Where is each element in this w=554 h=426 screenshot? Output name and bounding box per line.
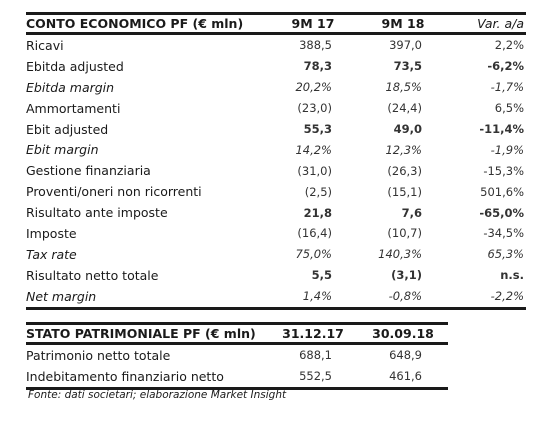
row-label: Proventi/oneri non ricorrenti bbox=[26, 184, 202, 200]
cell-value: 397,0 bbox=[389, 38, 422, 53]
cell-value: 78,3 bbox=[303, 59, 332, 74]
cell-value: 388,5 bbox=[299, 38, 332, 53]
table-row: Proventi/oneri non ricorrenti (2,5) (15,1)… bbox=[26, 181, 526, 202]
cell-value: (31,0) bbox=[297, 163, 332, 178]
row-label: Ebit adjusted bbox=[26, 121, 109, 137]
cell-value: 73,5 bbox=[393, 59, 422, 74]
row-label: Patrimonio netto totale bbox=[26, 347, 171, 363]
table-row: Ricavi 388,5 397,0 2,2% bbox=[26, 34, 526, 56]
source-note: Fonte: dati societari; elaborazione Mark… bbox=[28, 389, 287, 401]
table-row: Tax rate 75,0% 140,3% 65,3% bbox=[26, 244, 526, 265]
row-label: Risultato ante imposte bbox=[26, 205, 168, 221]
cell-value: (23,0) bbox=[297, 101, 332, 116]
cell-value: (26,3) bbox=[387, 163, 422, 178]
row-label: Ebit margin bbox=[26, 142, 99, 158]
row-label: Imposte bbox=[26, 225, 77, 241]
table-row: Indebitamento finanziario netto 552,5 461,… bbox=[26, 365, 448, 390]
table-row: Ammortamenti (23,0) (24,4) 6,5% bbox=[26, 98, 526, 119]
balance-sheet-header: STATO PATRIMONIALE PF (€ mln) 31.12.17 3… bbox=[26, 322, 448, 345]
cell-value: 20,2% bbox=[295, 80, 332, 95]
cell-value: (24,4) bbox=[387, 101, 422, 116]
cell-value: 75,0% bbox=[295, 247, 332, 262]
table-row: Ebit adjusted 55,3 49,0 -11,4% bbox=[26, 119, 526, 140]
cell-var: -65,0% bbox=[479, 205, 524, 220]
cell-value: 12,3% bbox=[385, 142, 422, 157]
column-header-31-12-17: 31.12.17 bbox=[268, 322, 358, 345]
cell-value: (2,5) bbox=[304, 184, 332, 199]
cell-value: 21,8 bbox=[303, 205, 332, 220]
cell-value: 140,3% bbox=[378, 247, 422, 262]
table-row: Imposte (16,4) (10,7) -34,5% bbox=[26, 223, 526, 244]
cell-value: 688,1 bbox=[299, 348, 332, 363]
table-row: Ebitda margin 20,2% 18,5% -1,7% bbox=[26, 77, 526, 98]
cell-var: 6,5% bbox=[494, 101, 524, 116]
table-row: Risultato netto totale 5,5 (3,1) n.s. bbox=[26, 265, 526, 286]
cell-var: 2,2% bbox=[494, 38, 524, 53]
column-header-9m17: 9M 17 bbox=[268, 12, 358, 35]
cell-var: 65,3% bbox=[487, 247, 524, 262]
cell-value: 1,4% bbox=[268, 285, 358, 310]
income-statement-header: CONTO ECONOMICO PF (€ mln) 9M 17 9M 18 V… bbox=[26, 12, 526, 35]
cell-value: 552,5 bbox=[268, 365, 358, 390]
cell-value: 461,6 bbox=[358, 365, 448, 390]
cell-value: 55,3 bbox=[303, 122, 332, 136]
row-label: Tax rate bbox=[26, 246, 77, 262]
cell-var: -6,2% bbox=[487, 59, 524, 74]
cell-value: (3,1) bbox=[391, 268, 422, 283]
table-row: Gestione finanziaria (31,0) (26,3) -15,3% bbox=[26, 160, 526, 181]
column-header-9m18: 9M 18 bbox=[358, 12, 448, 35]
cell-var: n.s. bbox=[500, 268, 524, 283]
table-row: Risultato ante imposte 21,8 7,6 -65,0% bbox=[26, 202, 526, 223]
column-header-30-09-18: 30.09.18 bbox=[358, 322, 448, 345]
row-label: Ammortamenti bbox=[26, 100, 121, 116]
table-row: Ebit margin 14,2% 12,3% -1,9% bbox=[26, 139, 526, 160]
balance-sheet-title: STATO PATRIMONIALE PF (€ mln) bbox=[26, 322, 268, 345]
cell-value: (16,4) bbox=[297, 226, 332, 241]
cell-value: 648,9 bbox=[389, 348, 422, 363]
row-label: Gestione finanziaria bbox=[26, 163, 151, 179]
column-header-var: Var. a/a bbox=[448, 12, 526, 35]
cell-var: -11,4% bbox=[479, 122, 524, 136]
cell-value: 7,6 bbox=[401, 205, 422, 220]
cell-var: -1,7% bbox=[490, 80, 524, 95]
row-label: Ebitda margin bbox=[26, 79, 115, 95]
cell-var: -1,9% bbox=[490, 142, 524, 157]
row-label: Indebitamento finanziario netto bbox=[26, 365, 268, 390]
cell-value: 49,0 bbox=[393, 122, 422, 136]
cell-value: 5,5 bbox=[311, 268, 332, 283]
cell-value: (10,7) bbox=[387, 226, 422, 241]
cell-value: 18,5% bbox=[385, 80, 422, 95]
row-label: Risultato netto totale bbox=[26, 267, 159, 283]
balance-sheet-table: STATO PATRIMONIALE PF (€ mln) 31.12.17 3… bbox=[26, 322, 448, 390]
table-row: Ebitda adjusted 78,3 73,5 -6,2% bbox=[26, 56, 526, 77]
cell-var: -34,5% bbox=[483, 226, 524, 241]
cell-value: (15,1) bbox=[387, 184, 422, 199]
table-row: Net margin 1,4% -0,8% -2,2% bbox=[26, 285, 526, 310]
income-statement-table: CONTO ECONOMICO PF (€ mln) 9M 17 9M 18 V… bbox=[26, 12, 526, 310]
row-label: Ebitda adjusted bbox=[26, 58, 124, 74]
cell-var: 501,6% bbox=[480, 184, 524, 199]
cell-value: 14,2% bbox=[295, 142, 332, 157]
cell-value: -0,8% bbox=[358, 285, 448, 310]
row-label: Ricavi bbox=[26, 37, 64, 53]
cell-var: -15,3% bbox=[483, 163, 524, 178]
cell-var: -2,2% bbox=[448, 285, 526, 310]
income-statement-title: CONTO ECONOMICO PF (€ mln) bbox=[26, 12, 268, 35]
table-row: Patrimonio netto totale 688,1 648,9 bbox=[26, 344, 448, 366]
row-label: Net margin bbox=[26, 285, 268, 310]
